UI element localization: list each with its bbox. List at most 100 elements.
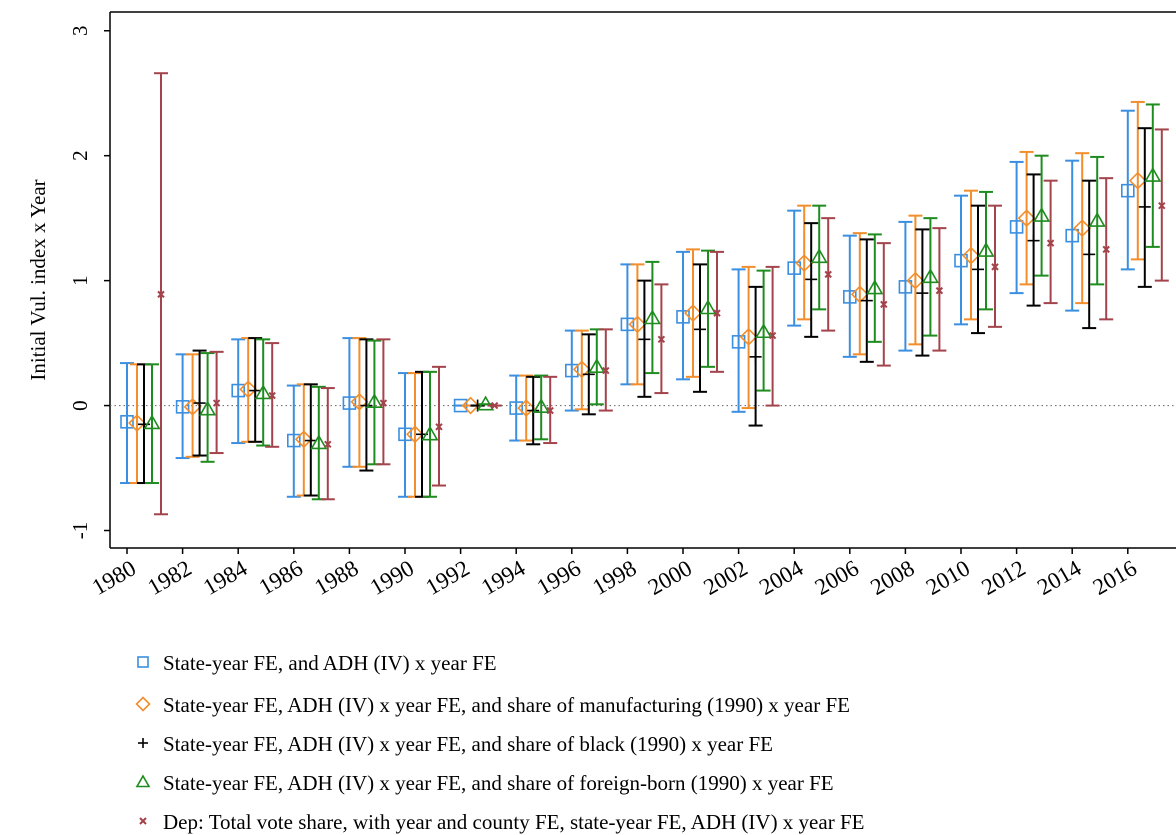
marker [143, 414, 161, 430]
marker-triangle [532, 398, 550, 414]
x-tick-label: 2014 [1033, 555, 1086, 600]
marker-diamond [461, 396, 480, 415]
marker-square [398, 427, 412, 442]
x-tick-label: 2012 [977, 555, 1029, 600]
marker [935, 286, 944, 295]
marker [239, 380, 258, 399]
marker-cross [713, 309, 721, 317]
marker-diamond [684, 304, 702, 323]
marker-diamond [239, 380, 258, 399]
marker-triangle [921, 268, 939, 284]
marker [866, 279, 884, 295]
marker [1033, 206, 1051, 222]
marker-cross [490, 401, 499, 410]
x-tick-label: 2000 [644, 555, 696, 600]
marker [657, 335, 666, 344]
marker-cross [324, 440, 332, 449]
marker-triangle [866, 279, 884, 295]
marker-triangle [1144, 166, 1162, 182]
marker [379, 399, 388, 407]
marker-square [1121, 183, 1135, 198]
marker [137, 656, 149, 668]
marker-triangle [199, 400, 217, 416]
marker [1158, 201, 1166, 210]
marker [135, 696, 151, 712]
marker [684, 304, 702, 323]
y-axis-label: Initial Vul. index x Year [26, 179, 50, 380]
x-tick-label: 1988 [310, 555, 362, 600]
marker [842, 290, 857, 304]
x-tick-label: 1986 [255, 555, 307, 600]
marker [638, 333, 651, 346]
x-tick-label: 2008 [866, 555, 918, 600]
marker [572, 360, 591, 379]
marker [739, 327, 758, 346]
marker [342, 396, 357, 410]
marker-square [898, 280, 913, 294]
marker [643, 309, 661, 325]
marker-diamond [795, 254, 814, 273]
marker-triangle [254, 384, 272, 400]
marker-cross [880, 300, 888, 309]
y-tick-label: -1 [68, 522, 92, 540]
marker [193, 397, 206, 410]
x-tick-label: 1996 [533, 555, 585, 600]
marker-square [342, 396, 357, 410]
x-tick-label: 1994 [477, 555, 530, 600]
y-tick-label: 2 [68, 150, 92, 161]
marker-diamond [628, 315, 647, 334]
marker-cross [768, 331, 777, 340]
marker [860, 294, 873, 307]
marker [1128, 171, 1147, 190]
marker-cross [935, 286, 944, 295]
legend-label: State-year FE, ADH (IV) x year FE, and s… [163, 771, 834, 795]
marker-square [842, 290, 857, 304]
marker [1017, 209, 1036, 228]
marker-diamond [183, 397, 202, 416]
marker-diamond [572, 360, 591, 379]
x-tick-label: 1982 [143, 555, 195, 600]
y-tick-label: 1 [68, 275, 92, 286]
marker-triangle [699, 299, 717, 315]
marker [1073, 219, 1092, 238]
marker [850, 285, 869, 304]
marker [231, 383, 245, 398]
marker-triangle [643, 309, 661, 325]
marker [365, 393, 383, 409]
marker-diamond [350, 392, 369, 411]
marker-square [1065, 228, 1079, 243]
marker [435, 423, 443, 431]
marker-diamond [135, 696, 151, 712]
marker [1046, 239, 1055, 247]
marker [546, 406, 554, 415]
marker [588, 358, 606, 374]
marker [1121, 183, 1135, 198]
marker-triangle [365, 393, 383, 409]
marker-cross [1102, 245, 1110, 254]
marker-cross [991, 263, 999, 271]
marker [805, 273, 818, 286]
marker [1138, 200, 1151, 213]
marker [628, 315, 647, 334]
marker-cross [1046, 239, 1055, 247]
marker [212, 399, 221, 407]
marker-square [137, 656, 149, 668]
marker [490, 401, 499, 410]
marker [294, 430, 313, 449]
marker [360, 399, 373, 412]
marker [517, 399, 536, 417]
marker-triangle [421, 425, 439, 441]
marker [527, 404, 540, 417]
marker-triangle [588, 358, 606, 374]
x-tick-label: 1990 [366, 555, 418, 600]
marker [582, 368, 595, 381]
marker [477, 395, 495, 411]
marker [1102, 245, 1110, 254]
marker [991, 263, 999, 271]
marker [795, 254, 814, 273]
marker [713, 309, 721, 317]
marker [1027, 234, 1040, 247]
marker-cross [268, 391, 276, 400]
marker [532, 398, 550, 414]
marker [120, 415, 134, 429]
